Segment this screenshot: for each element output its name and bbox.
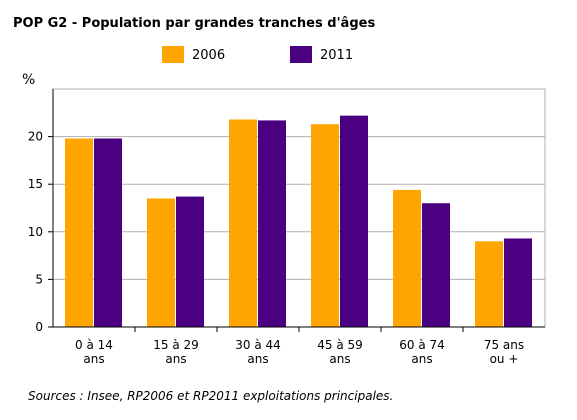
- bars: [65, 115, 532, 328]
- y-tick-label: 20: [28, 130, 43, 144]
- bar-2006-4: [393, 189, 421, 327]
- chart-title: POP G2 - Population par grandes tranches…: [13, 16, 376, 31]
- x-axis: 0 à 14 ans 15 à 29 ans 30 à 44 ans 45 à 59 ans 6…: [53, 326, 545, 366]
- legend-label-2011: 2011: [320, 48, 353, 63]
- bar-2006-0: [65, 138, 93, 327]
- y-axis-label: %: [22, 72, 35, 88]
- bar-2006-2: [229, 119, 257, 328]
- legend-swatch-2011: [290, 46, 312, 63]
- grid-lines: [52, 88, 546, 328]
- bar-2011-2: [258, 120, 286, 327]
- bar-2006-3: [311, 124, 339, 327]
- source-note: Sources : Insee, RP2006 et RP2011 exploi…: [28, 389, 394, 403]
- bar-2011-3: [340, 115, 368, 327]
- bar-2011-5: [504, 238, 532, 327]
- x-tick-label: 30 à 44 ans: [235, 338, 281, 366]
- bar-2011-1: [176, 196, 204, 327]
- plot-frame: [52, 88, 546, 328]
- bar-2011-0: [94, 138, 122, 327]
- y-tick-label: 0: [35, 320, 43, 334]
- x-tick-label: 45 à 59 ans: [317, 338, 363, 366]
- legend: 2006 2011: [162, 46, 353, 63]
- y-tick-label: 15: [28, 177, 43, 191]
- x-tick-label: 0 à 14 ans: [75, 338, 113, 366]
- x-tick-label: 75 ans ou +: [484, 338, 524, 366]
- bar-2006-1: [147, 198, 175, 327]
- bar-2011-4: [422, 203, 450, 327]
- y-axis: 0 5 10 15 20: [28, 89, 54, 334]
- y-tick-label: 10: [28, 225, 43, 239]
- y-tick-label: 5: [35, 272, 43, 286]
- x-tick-label: 60 à 74 ans: [399, 338, 445, 366]
- legend-swatch-2006: [162, 46, 184, 63]
- legend-label-2006: 2006: [192, 48, 225, 63]
- x-tick-label: 15 à 29 ans: [153, 338, 199, 366]
- bar-2006-5: [475, 241, 503, 327]
